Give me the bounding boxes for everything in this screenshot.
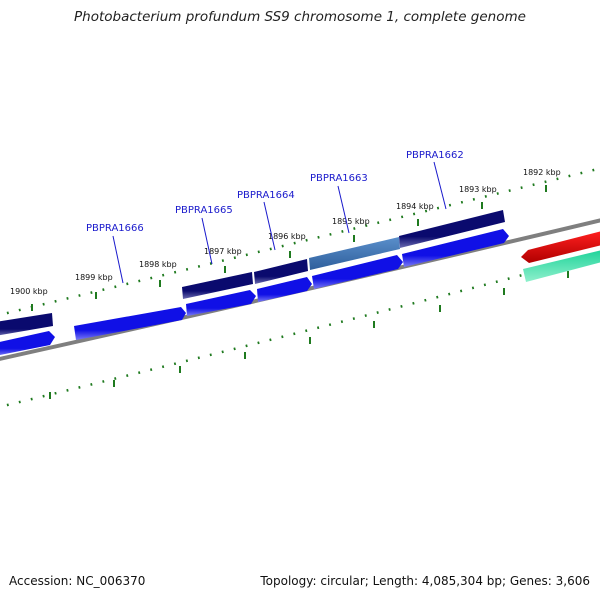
gene-bar[interactable] <box>399 210 505 248</box>
leader-line <box>263 201 276 251</box>
kbp-label: 1897 kbp <box>204 247 242 256</box>
green-feature[interactable] <box>523 250 600 282</box>
lower-gene-track <box>0 229 509 356</box>
gene-bar-highlight[interactable] <box>309 237 400 270</box>
kbp-label: 1899 kbp <box>75 273 113 282</box>
gene-arrow[interactable] <box>312 255 403 289</box>
kbp-label: 1900 kbp <box>10 287 48 296</box>
gene-label[interactable]: PBPRA1663 <box>310 173 368 184</box>
red-feature[interactable] <box>521 231 600 263</box>
kbp-label: 1898 kbp <box>139 260 177 269</box>
gene-bar[interactable] <box>254 259 308 284</box>
kbp-label: 1895 kbp <box>332 217 370 226</box>
kbp-label: 1893 kbp <box>459 185 497 194</box>
kbp-label: 1892 kbp <box>523 168 561 177</box>
gene-label[interactable]: PBPRA1664 <box>237 190 295 201</box>
gene-arrow[interactable] <box>74 307 186 340</box>
lower-major-ticks <box>49 271 569 399</box>
accession-text: Accession: NC_006370 <box>9 574 146 588</box>
leader-line <box>201 217 213 265</box>
gene-bar[interactable] <box>182 272 253 299</box>
gene-label[interactable]: PBPRA1666 <box>86 223 144 234</box>
kbp-label: 1894 kbp <box>396 202 434 211</box>
gene-label[interactable]: PBPRA1662 <box>406 150 464 161</box>
leader-line <box>337 185 350 234</box>
leader-line <box>112 235 124 284</box>
kbp-label: 1896 kbp <box>268 232 306 241</box>
upper-gene-track <box>0 210 505 336</box>
gene-arrow[interactable] <box>186 290 256 316</box>
gene-bar[interactable] <box>0 313 53 336</box>
map-title: Photobacterium profundum SS9 chromosome … <box>74 9 526 25</box>
gene-label[interactable]: PBPRA1665 <box>175 205 233 216</box>
gene-arrow[interactable] <box>402 229 509 267</box>
genome-summary-text: Topology: circular; Length: 4,085,304 bp… <box>260 574 590 588</box>
upper-major-ticks <box>31 185 547 311</box>
gene-label-leaders <box>112 161 447 284</box>
leader-line <box>433 161 447 210</box>
gene-arrow[interactable] <box>257 277 312 302</box>
gene-arrow[interactable] <box>0 331 55 356</box>
